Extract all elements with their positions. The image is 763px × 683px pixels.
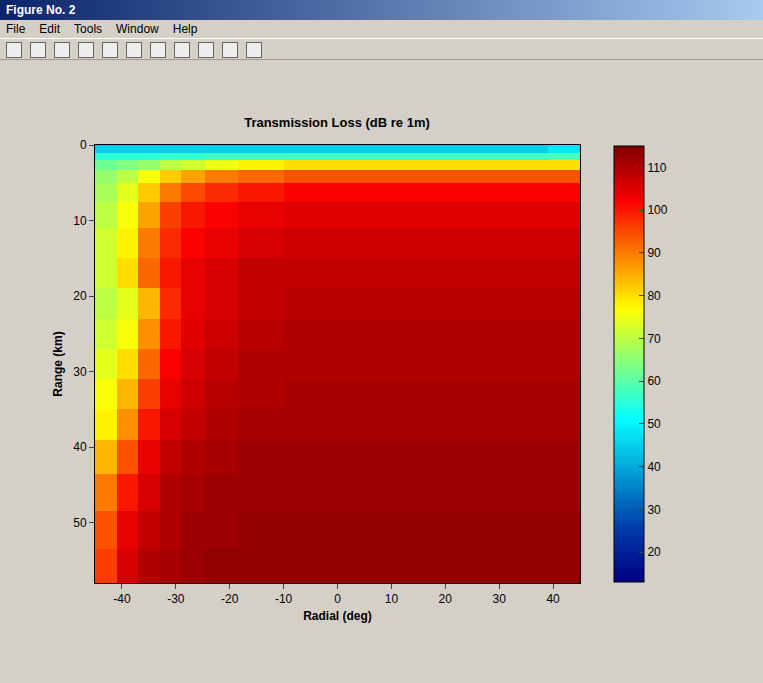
svg-text:Radial (deg): Radial (deg) xyxy=(303,609,372,623)
svg-text:30: 30 xyxy=(73,365,87,379)
svg-text:60: 60 xyxy=(647,374,661,388)
svg-text:30: 30 xyxy=(647,503,661,517)
svg-text:20: 20 xyxy=(73,289,87,303)
svg-text:40: 40 xyxy=(647,460,661,474)
svg-text:80: 80 xyxy=(647,289,661,303)
svg-text:70: 70 xyxy=(647,332,661,346)
svg-text:0: 0 xyxy=(80,138,87,152)
svg-text:10: 10 xyxy=(73,214,87,228)
html-text:Tools: Tools xyxy=(74,22,102,36)
svg-text:-10: -10 xyxy=(275,592,293,606)
svg-text:40: 40 xyxy=(73,440,87,454)
svg-text:20: 20 xyxy=(439,592,453,606)
svg-text:30: 30 xyxy=(492,592,506,606)
svg-text:-40: -40 xyxy=(113,592,131,606)
svg-text:10: 10 xyxy=(385,592,399,606)
svg-text:50: 50 xyxy=(73,516,87,530)
svg-text:40: 40 xyxy=(546,592,560,606)
html-text:File: File xyxy=(6,22,26,36)
svg-text:50: 50 xyxy=(647,417,661,431)
svg-text:20: 20 xyxy=(647,545,661,559)
svg-text:-20: -20 xyxy=(221,592,239,606)
svg-text:-30: -30 xyxy=(167,592,185,606)
svg-text:110: 110 xyxy=(647,161,666,175)
html-text:Edit: Edit xyxy=(39,22,60,36)
html-text:Figure No. 2: Figure No. 2 xyxy=(6,3,76,17)
svg-text:90: 90 xyxy=(647,246,661,260)
svg-text:Transmission Loss (dB re 1m): Transmission Loss (dB re 1m) xyxy=(244,115,430,130)
html-text:Help: Help xyxy=(172,22,198,36)
svg-text:100: 100 xyxy=(647,203,667,217)
html-text:Window: Window xyxy=(116,22,159,36)
svg-text:0: 0 xyxy=(334,592,341,606)
svg-text:Range (km): Range (km) xyxy=(51,331,65,396)
